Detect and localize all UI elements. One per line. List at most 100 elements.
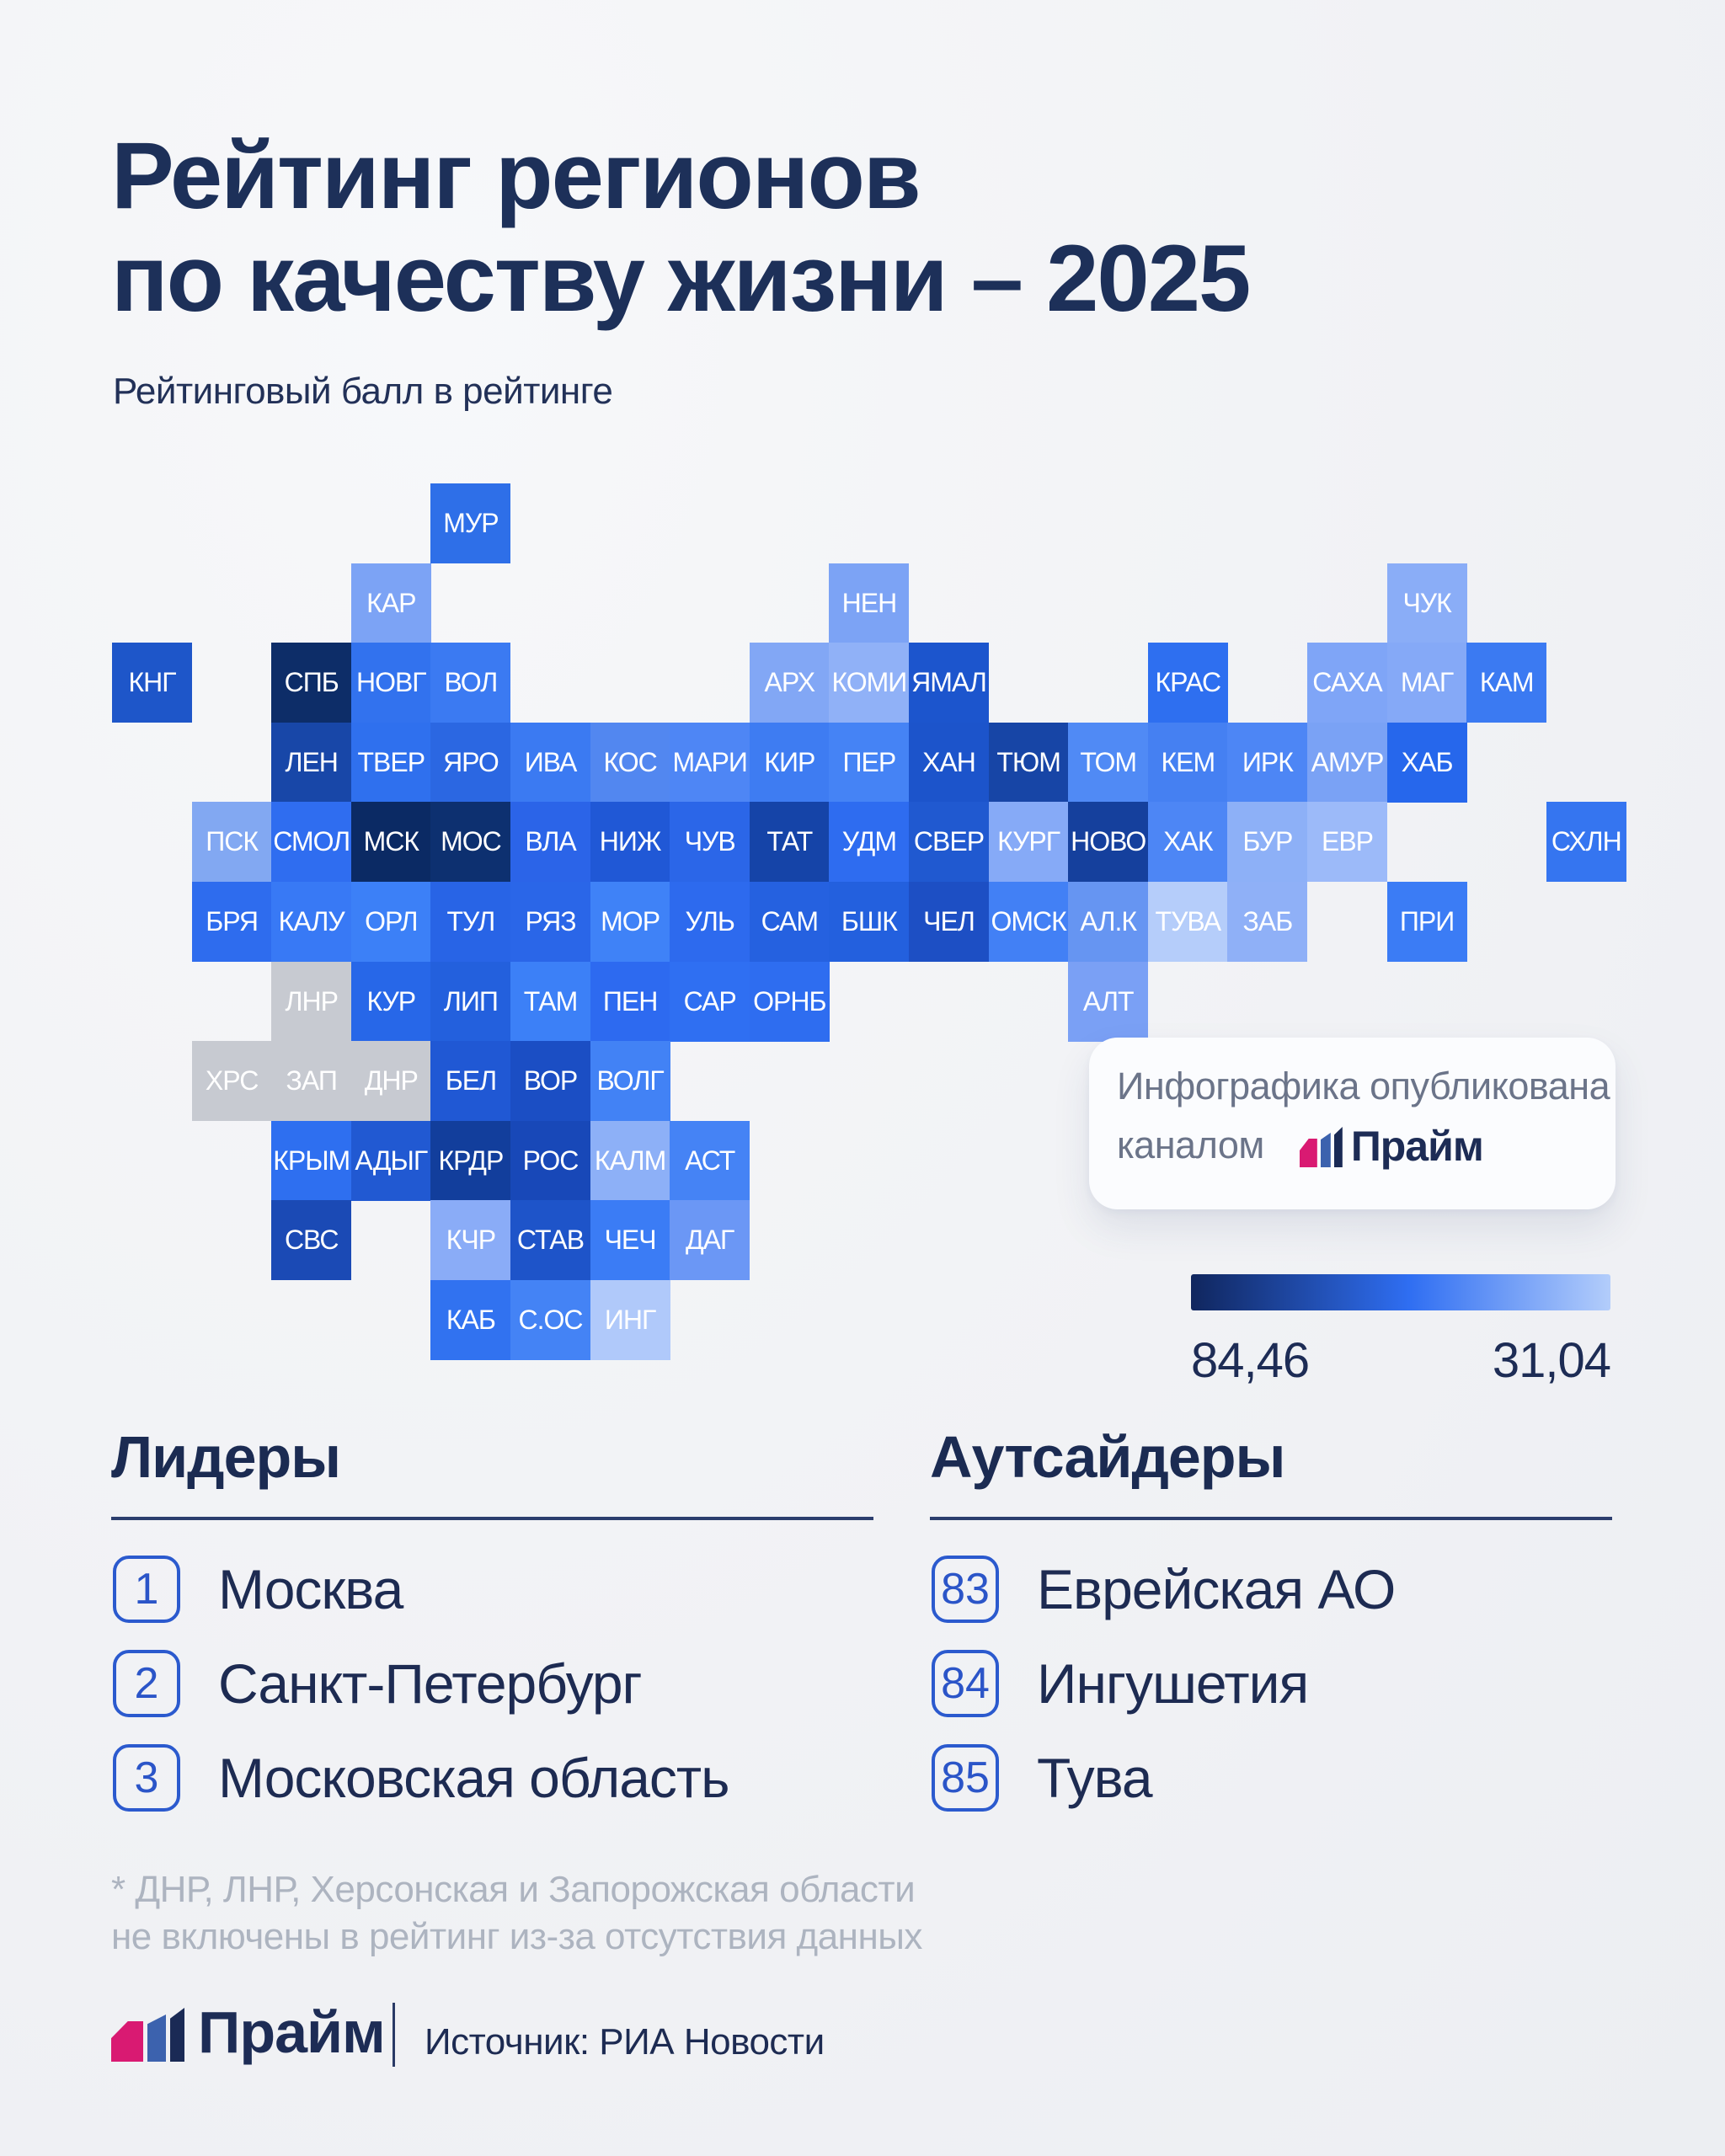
map-tile-ИРК: ИРК [1227,722,1308,803]
map-tile-ОМСК: ОМСК [988,882,1069,962]
page-subtitle: Рейтинговый балл в рейтинге [113,371,613,412]
map-tile-С.ОС: С.ОС [510,1280,590,1360]
map-tile-АРХ: АРХ [749,643,830,723]
leaders-region-name: Москва [218,1558,403,1620]
map-tile-АДЫГ: АДЫГ [350,1120,431,1201]
map-tile-ДНР: ДНР [350,1041,431,1122]
prime-logo-navy-bar-icon [1333,1127,1343,1167]
map-tile-АЛТ: АЛТ [1068,961,1149,1042]
callout-brand-name: Прайм [1350,1123,1484,1170]
map-tile-ТЮМ: ТЮМ [988,722,1069,803]
map-tile-КОС: КОС [590,722,670,803]
map-tile-ХАК: ХАК [1147,802,1228,883]
map-tile-ЧЕЧ: ЧЕЧ [590,1200,670,1281]
page-title: Рейтинг регионов по качеству жизни – 2025 [111,123,1251,330]
map-tile-УДМ: УДМ [829,802,910,883]
map-tile-КАБ: КАБ [430,1280,511,1360]
rank-badge-85: 85 [932,1744,999,1812]
color-scale-gradient-bar [1191,1274,1610,1310]
map-tile-КЕМ: КЕМ [1147,722,1228,803]
map-tile-ПСК: ПСК [191,802,272,883]
outsiders-item-83: 83 Еврейская АО [932,1556,1396,1623]
map-tile-ТАМ: ТАМ [510,961,590,1042]
map-tile-ЕВР: ЕВР [1307,802,1387,883]
map-tile-КРАС: КРАС [1147,643,1228,723]
map-tile-ВОЛ: ВОЛ [430,643,511,723]
scale-max-value: 84,46 [1191,1333,1310,1388]
map-tile-СВЕР: СВЕР [909,802,989,883]
scale-min-value: 31,04 [1492,1333,1611,1388]
rank-badge-84: 84 [932,1650,999,1717]
map-tile-БЕЛ: БЕЛ [430,1041,511,1122]
map-tile-ПЕР: ПЕР [829,722,910,803]
map-tile-ОРНБ: ОРНБ [749,961,830,1042]
map-tile-РЯЗ: РЯЗ [510,882,590,962]
map-tile-ВОР: ВОР [510,1041,590,1122]
map-tile-ДАГ: ДАГ [670,1200,750,1281]
map-tile-ЯМАЛ: ЯМАЛ [909,643,989,723]
map-tile-САХА: САХА [1307,643,1387,723]
publisher-callout-card: Инфографика опубликована каналом Прайм [1089,1038,1616,1209]
map-tile-ВЛА: ВЛА [510,802,590,883]
footer-prime-logo: Прайм [111,2003,386,2062]
outsiders-region-name: Ингушетия [1037,1652,1309,1715]
map-tile-КАР: КАР [350,563,431,643]
map-tile-ИВА: ИВА [510,722,590,803]
map-tile-ЯРО: ЯРО [430,722,511,803]
map-tile-СПБ: СПБ [271,643,352,723]
map-tile-ТОМ: ТОМ [1068,722,1149,803]
map-tile-ОРЛ: ОРЛ [350,882,431,962]
map-tile-АМУР: АМУР [1307,722,1387,803]
map-tile-БРЯ: БРЯ [191,882,272,962]
map-tile-НОВО: НОВО [1068,802,1149,883]
outsiders-region-name: Тува [1037,1747,1153,1809]
leaders-region-name: Московская область [218,1747,730,1809]
map-tile-КРДР: КРДР [430,1120,511,1201]
map-tile-МУР: МУР [430,483,511,563]
rank-badge-83: 83 [932,1556,999,1623]
map-tile-НЕН: НЕН [829,563,910,643]
map-tile-ТУВА: ТУВА [1147,882,1228,962]
rank-badge-3: 3 [113,1744,180,1812]
map-tile-МАГ: МАГ [1386,643,1467,723]
prime-logo-icon: Прайм [1299,1123,1484,1170]
map-tile-МОР: МОР [590,882,670,962]
outsiders-list: 83 Еврейская АО 84 Ингушетия 85 Тува [932,1556,1396,1812]
map-tile-ЧЕЛ: ЧЕЛ [909,882,989,962]
map-tile-ИНГ: ИНГ [590,1280,670,1360]
outsiders-region-name: Еврейская АО [1037,1558,1396,1620]
map-tile-ЧУК: ЧУК [1386,563,1467,643]
prime-logo-blue-bar-icon [147,2015,166,2062]
map-tile-КРЫМ: КРЫМ [271,1120,352,1201]
map-tile-МОС: МОС [430,802,511,883]
leaders-item-3: 3 Московская область [113,1744,730,1812]
map-tile-ХАБ: ХАБ [1386,722,1467,803]
callout-text-line2: каналом Прайм [1117,1123,1484,1170]
leaders-list: 1 Москва 2 Санкт-Петербург 3 Московская облас… [113,1556,730,1812]
map-tile-САР: САР [670,961,750,1042]
map-tile-ПЕН: ПЕН [590,961,670,1042]
map-tile-ТВЕР: ТВЕР [350,722,431,803]
map-tile-БУР: БУР [1227,802,1308,883]
rank-badge-2: 2 [113,1650,180,1717]
map-tile-КОМИ: КОМИ [829,643,910,723]
map-tile-СТАВ: СТАВ [510,1200,590,1281]
outsiders-divider [930,1517,1612,1520]
map-tile-КНГ: КНГ [112,643,192,723]
prime-logo-pink-bar-icon [1299,1139,1317,1167]
region-tile-map: МУР КАР НЕН ЧУК КНГ СПБ НОВГ ВОЛ АРХ КОМИ ЯМАЛ КРАС… [112,483,1628,1364]
map-tile-АЛ.К: АЛ.К [1068,882,1149,962]
map-tile-ХАН: ХАН [909,722,989,803]
outsiders-heading: Аутсайдеры [930,1424,1285,1490]
leaders-divider [111,1517,873,1520]
map-tile-ЧУВ: ЧУВ [670,802,750,883]
callout-text-prefix: каналом [1117,1123,1264,1166]
map-tile-ТУЛ: ТУЛ [430,882,511,962]
page-title-line1: Рейтинг регионов [111,123,921,228]
map-tile-ХРС: ХРС [191,1041,272,1122]
map-tile-КАЛУ: КАЛУ [271,882,352,962]
map-tile-СМОЛ: СМОЛ [271,802,352,883]
map-tile-НОВГ: НОВГ [350,643,431,723]
footnote: * ДНР, ЛНР, Херсонская и Запорожская обл… [111,1866,922,1961]
